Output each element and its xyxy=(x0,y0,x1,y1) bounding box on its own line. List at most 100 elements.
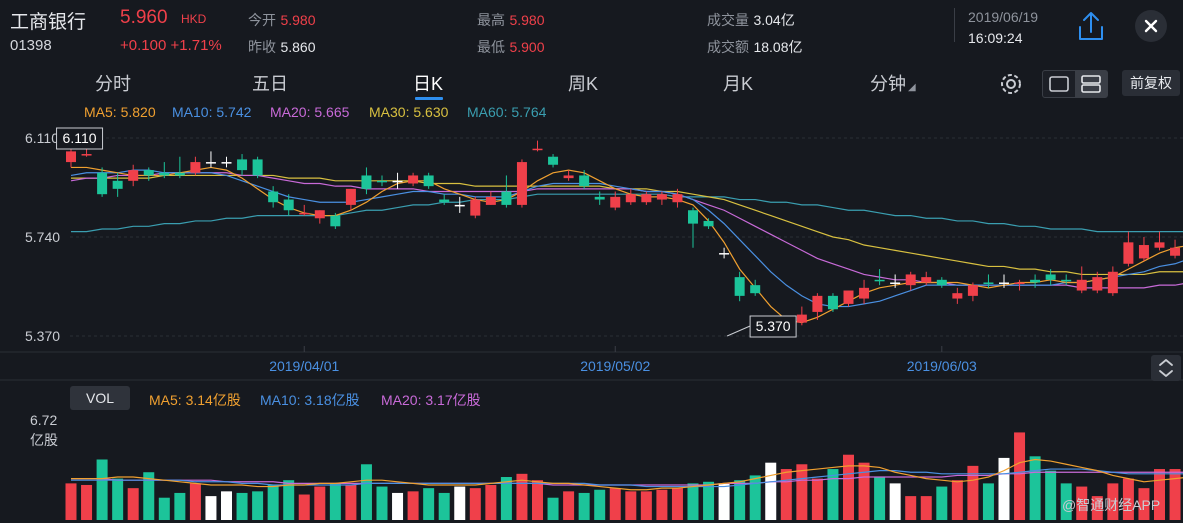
tab-daily-k[interactable]: 日K xyxy=(413,74,444,94)
volume-bar xyxy=(112,478,124,520)
candle-body xyxy=(190,162,201,173)
ma60-legend: MA60: 5.764 xyxy=(467,104,547,120)
volume-bar xyxy=(889,483,901,520)
tab-weekly-k[interactable]: 周K xyxy=(568,74,599,94)
candle-body xyxy=(97,172,108,195)
candle-body xyxy=(983,282,994,284)
single-pane-icon xyxy=(1049,76,1069,92)
volume-bar xyxy=(718,483,730,520)
candle-body xyxy=(1154,242,1165,248)
split-pane-icon xyxy=(1081,75,1101,93)
volume-bar xyxy=(982,483,994,520)
tab-intraday[interactable]: 分时 xyxy=(95,74,131,94)
volume-ma10-line xyxy=(71,468,1183,488)
volume-bar xyxy=(1122,478,1134,520)
watermark: @智通财经APP xyxy=(1062,497,1161,513)
volume-bar xyxy=(905,496,917,520)
candle-body xyxy=(563,175,574,179)
candle-body xyxy=(330,215,341,227)
candle-body xyxy=(579,175,590,187)
candle-body xyxy=(205,162,216,164)
header-divider xyxy=(954,8,955,42)
volume-bar xyxy=(843,454,854,520)
close-button[interactable] xyxy=(1135,10,1167,42)
volume-bar xyxy=(283,480,295,520)
volume-bar xyxy=(236,492,248,520)
annotation-box xyxy=(56,127,104,150)
volume-indicator-button[interactable]: VOL xyxy=(70,386,130,410)
candle-body xyxy=(174,172,185,176)
layout-toggle[interactable] xyxy=(1042,70,1108,98)
vol-ma5-legend: MA5: 3.14亿股 xyxy=(149,392,241,408)
candle-body xyxy=(314,210,325,219)
candle-body xyxy=(890,282,901,284)
vol-ma20-legend: MA20: 3.17亿股 xyxy=(381,392,481,408)
candle-body xyxy=(143,170,154,176)
candle-body xyxy=(796,314,807,323)
volume-bar xyxy=(221,491,232,520)
share-button[interactable] xyxy=(1076,10,1106,42)
stock-code: 01398 xyxy=(10,37,52,54)
volume-bar xyxy=(578,492,590,520)
volume-bar xyxy=(65,483,77,520)
tab-five-day[interactable]: 五日 xyxy=(252,74,288,94)
ma5-line xyxy=(71,166,1183,324)
volume-bar xyxy=(407,491,419,520)
candle-body xyxy=(1030,279,1041,283)
candle-body xyxy=(66,151,76,163)
settings-button[interactable] xyxy=(996,69,1026,99)
volume-bar xyxy=(205,496,217,520)
volume-bar xyxy=(143,472,155,520)
volume-bar xyxy=(563,491,575,520)
volume-bar xyxy=(967,465,979,520)
candle-body xyxy=(1092,277,1103,291)
gear-icon xyxy=(1001,74,1021,94)
candle-body xyxy=(377,180,387,183)
volume-bar xyxy=(920,496,932,520)
single-pane-option[interactable] xyxy=(1043,71,1075,97)
candle-body xyxy=(283,199,294,211)
volume-bar xyxy=(1060,483,1072,520)
candle-body xyxy=(532,148,543,151)
split-pane-option[interactable] xyxy=(1075,71,1107,97)
volume-ma5-line xyxy=(71,458,1183,491)
share-icon xyxy=(1079,12,1103,40)
volume-bar xyxy=(360,464,372,520)
volume-bar xyxy=(298,494,310,520)
candle-body xyxy=(159,172,170,176)
candle-body xyxy=(470,199,481,216)
volume-bar xyxy=(687,483,699,520)
candle-body xyxy=(719,253,730,255)
volume-bar xyxy=(1045,470,1057,520)
tab-monthly-k[interactable]: 月K xyxy=(723,74,754,94)
candle-body xyxy=(921,277,932,283)
low-value: 5.900 xyxy=(509,39,545,55)
volume-bar xyxy=(392,492,404,520)
volume-unit-label: 亿股 xyxy=(30,432,58,448)
candle-body xyxy=(905,274,916,286)
volume-bar xyxy=(329,483,341,520)
volume-bar xyxy=(376,486,388,520)
volume-bar xyxy=(1169,469,1181,520)
volume-bar xyxy=(765,462,777,520)
volume-bar xyxy=(609,488,621,520)
candle-body xyxy=(485,196,496,205)
candle-body xyxy=(594,196,605,200)
candle-body xyxy=(252,159,263,176)
volume-bar xyxy=(671,488,683,520)
price-adjust-button[interactable]: 前复权 xyxy=(1122,70,1180,96)
candle-body xyxy=(128,170,139,181)
tab-minute[interactable]: 分钟 ◢ xyxy=(870,70,916,96)
dropdown-triangle-icon: ◢ xyxy=(908,82,916,93)
ma30-legend: MA30: 5.630 xyxy=(369,104,449,120)
ma30-line xyxy=(71,174,1183,276)
candle-body xyxy=(268,191,279,203)
ma60-line xyxy=(71,193,1183,233)
candle-body xyxy=(1170,247,1181,256)
last-price: 5.960 xyxy=(120,7,168,28)
turnover-stat: 成交额 18.08亿 xyxy=(707,37,803,57)
collapse-expand-button[interactable] xyxy=(1151,355,1181,381)
candle-body xyxy=(408,175,419,184)
volume-bar xyxy=(656,489,668,520)
